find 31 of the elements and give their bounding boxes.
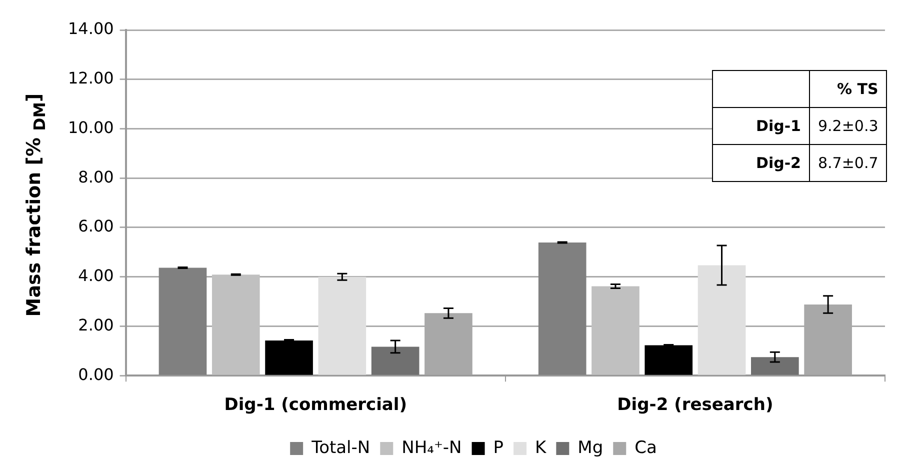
bar [212,274,260,375]
legend-label: K [535,438,548,458]
legend-label: P [493,438,504,458]
annotation: Dig-1 [712,108,810,144]
bar [698,265,746,375]
legend-label: Total-N [310,438,370,458]
y-tick-label: 2.00 [78,315,114,334]
y-tick-label: 4.00 [78,266,114,286]
bar [158,268,207,375]
bar [318,276,366,375]
annotation: 8.7±0.7 [810,144,887,182]
y-tick-label: 6.00 [78,216,114,236]
y-tick-label: 14.00 [68,19,114,38]
annotation: Dig-2 [712,144,810,182]
bar [538,242,586,375]
y-tick-label: 10.00 [68,118,114,137]
x-tick-label: Dig-1 (commercial) [224,395,407,416]
y-tick-label: 12.00 [68,68,114,88]
x-tick-label: Dig-2 (research) [617,395,774,416]
bar [751,357,799,375]
legend-label: NH₄⁺-N [402,438,462,458]
annotation: % TS [810,70,887,108]
bar [371,346,420,375]
bar [592,286,640,375]
bar [265,340,313,375]
bar [644,345,693,375]
annotation: 9.2±0.3 [810,108,887,144]
y-tick-label: 8.00 [78,167,114,186]
y-tick-label: 0.00 [78,364,114,384]
legend-label: Ca [634,438,657,458]
legend-label: Mg [578,438,604,458]
